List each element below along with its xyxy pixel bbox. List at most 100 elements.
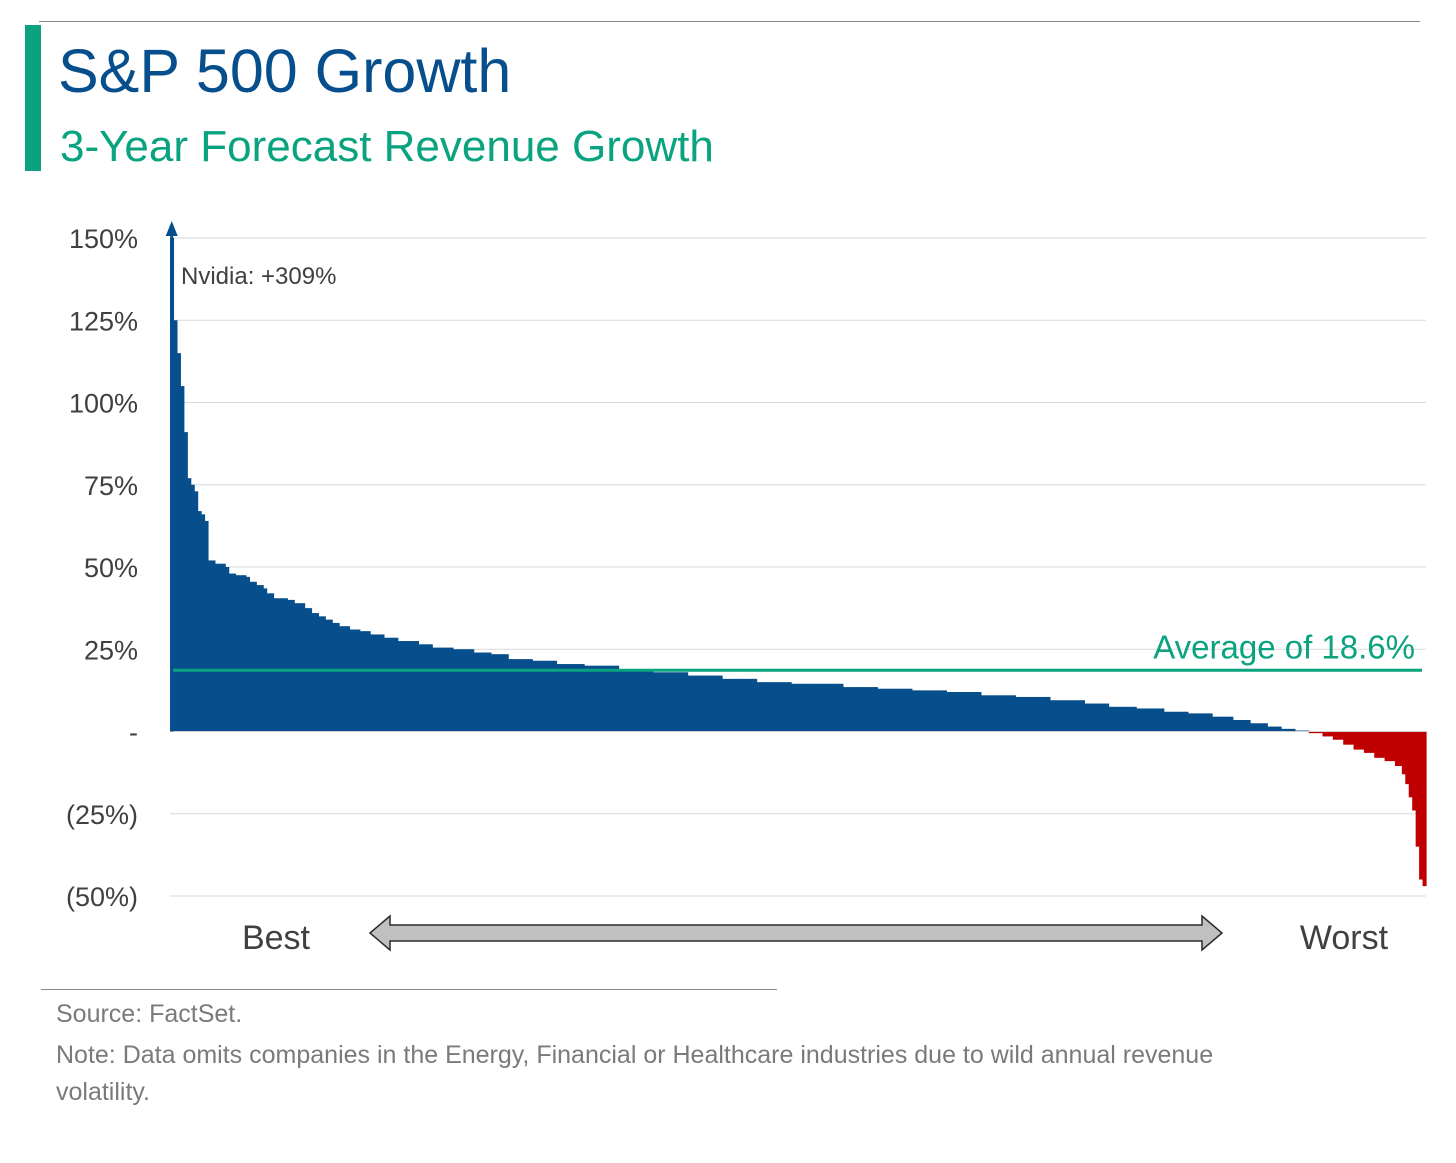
- bar: [404, 641, 409, 732]
- bar: [829, 683, 834, 732]
- revenue-growth-chart: 150% 125% 100% 75% 50% 25% - (25%) (50%) Average…: [66, 221, 1427, 957]
- bar: [535, 660, 540, 732]
- bar: [497, 654, 502, 732]
- bar: [604, 665, 609, 732]
- bar: [811, 683, 816, 732]
- bar: [1260, 723, 1265, 732]
- bars-group: [170, 238, 1427, 887]
- bar: [1391, 731, 1396, 762]
- bar: [780, 682, 785, 732]
- bar: [477, 652, 482, 732]
- bar: [1388, 731, 1393, 762]
- bar: [484, 652, 489, 732]
- bar: [635, 668, 640, 732]
- bar: [214, 563, 219, 732]
- bar: [846, 687, 851, 732]
- nvidia-annotation: Nvidia: +309%: [181, 263, 336, 290]
- bar: [715, 675, 720, 732]
- bar: [684, 672, 689, 732]
- bar: [1419, 731, 1424, 880]
- bar: [611, 665, 616, 732]
- bar: [1001, 695, 1006, 732]
- bar: [280, 598, 285, 732]
- bar: [259, 585, 264, 732]
- bar: [1149, 708, 1155, 732]
- bar: [1053, 700, 1058, 732]
- bar: [218, 563, 223, 732]
- bar: [504, 654, 509, 732]
- bar: [418, 644, 423, 732]
- bar: [1042, 696, 1048, 732]
- bar: [1018, 696, 1023, 732]
- bar: [276, 598, 282, 732]
- bar: [1274, 726, 1279, 732]
- bar: [394, 637, 399, 732]
- bar: [221, 563, 226, 732]
- bar: [442, 647, 447, 732]
- bar: [718, 675, 723, 732]
- bar: [1008, 695, 1013, 732]
- bar: [746, 678, 751, 732]
- worst-label: Worst: [1300, 919, 1389, 957]
- bar: [542, 660, 547, 732]
- bar: [835, 683, 841, 732]
- bar: [1246, 719, 1251, 732]
- bar: [211, 560, 216, 732]
- bar: [521, 659, 527, 732]
- bar: [756, 682, 761, 732]
- bar: [704, 675, 709, 732]
- bar: [856, 687, 861, 732]
- bar: [801, 683, 806, 732]
- footer-divider: [41, 989, 777, 990]
- bar: [1146, 708, 1151, 732]
- bar: [1063, 700, 1068, 732]
- y-tick-label: -: [129, 718, 138, 748]
- bar: [570, 664, 575, 732]
- bar: [252, 581, 257, 732]
- bar: [387, 637, 392, 732]
- bar: [1343, 731, 1348, 745]
- bar: [345, 626, 351, 732]
- bar: [777, 682, 782, 732]
- bar: [691, 675, 696, 732]
- bar: [1319, 731, 1324, 734]
- bar: [1105, 703, 1110, 732]
- bar: [204, 520, 209, 732]
- bar: [794, 683, 799, 732]
- bar: [918, 690, 923, 732]
- bar: [370, 634, 375, 732]
- bar: [587, 665, 592, 732]
- y-tick-label: 125%: [69, 306, 138, 336]
- bar: [380, 634, 385, 732]
- bar: [390, 637, 395, 732]
- bar: [891, 688, 896, 732]
- y-tick-label: 100%: [69, 389, 138, 419]
- bar: [863, 687, 868, 732]
- bar: [452, 649, 457, 732]
- bar: [249, 581, 254, 732]
- bar: [428, 644, 433, 732]
- bar: [1229, 716, 1234, 732]
- bar: [290, 599, 295, 732]
- bar: [566, 664, 571, 732]
- bar: [791, 683, 796, 732]
- bar: [867, 687, 872, 732]
- bar: [466, 649, 471, 732]
- bar: [908, 688, 913, 732]
- bar: [1136, 708, 1141, 732]
- bar: [949, 692, 954, 732]
- bar: [373, 634, 378, 732]
- bar: [798, 683, 803, 732]
- bar: [1132, 706, 1137, 732]
- bar: [984, 695, 989, 732]
- bar: [618, 668, 623, 732]
- bar: [414, 641, 420, 732]
- bar: [839, 683, 844, 732]
- nvidia-overflow-arrow: [165, 221, 178, 732]
- bar: [1350, 731, 1355, 745]
- bar: [936, 690, 941, 732]
- bar: [739, 678, 744, 732]
- bar: [1218, 716, 1224, 732]
- bar: [1401, 731, 1406, 775]
- bar: [1308, 731, 1313, 734]
